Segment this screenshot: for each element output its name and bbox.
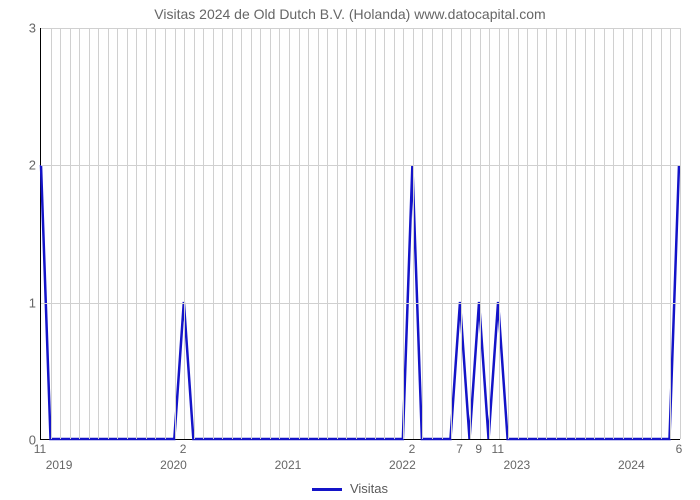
x-tick-year: 2022 — [389, 458, 416, 472]
gridline-vertical — [375, 28, 376, 439]
gridline-vertical — [489, 28, 490, 439]
gridline-vertical — [146, 28, 147, 439]
y-tick-label: 1 — [18, 295, 36, 310]
gridline-vertical — [604, 28, 605, 439]
gridline-vertical — [51, 28, 52, 439]
gridline-vertical — [442, 28, 443, 439]
gridline-vertical — [175, 28, 176, 439]
gridline-vertical — [184, 28, 185, 439]
gridline-vertical — [680, 28, 681, 439]
gridline-vertical — [537, 28, 538, 439]
chart-container: Visitas 2024 de Old Dutch B.V. (Holanda)… — [0, 0, 700, 500]
gridline-vertical — [203, 28, 204, 439]
gridline-vertical — [413, 28, 414, 439]
legend-swatch — [312, 488, 342, 491]
gridline-vertical — [527, 28, 528, 439]
gridline-vertical — [575, 28, 576, 439]
gridline-vertical — [337, 28, 338, 439]
legend: Visitas — [0, 481, 700, 496]
gridline-vertical — [566, 28, 567, 439]
gridline-vertical — [89, 28, 90, 439]
gridline-vertical — [260, 28, 261, 439]
gridline-vertical — [241, 28, 242, 439]
gridline-vertical — [98, 28, 99, 439]
gridline-vertical — [165, 28, 166, 439]
gridline-vertical — [279, 28, 280, 439]
gridline-vertical — [480, 28, 481, 439]
gridline-vertical — [642, 28, 643, 439]
gridline-vertical — [108, 28, 109, 439]
gridline-vertical — [365, 28, 366, 439]
x-tick-month: 7 — [456, 442, 463, 456]
gridline-vertical — [651, 28, 652, 439]
x-tick-month: 11 — [492, 442, 504, 456]
gridline-vertical — [403, 28, 404, 439]
gridline-vertical — [613, 28, 614, 439]
gridline-vertical — [308, 28, 309, 439]
gridline-vertical — [470, 28, 471, 439]
gridline-vertical — [155, 28, 156, 439]
x-tick-year: 2024 — [618, 458, 645, 472]
y-tick-label: 3 — [18, 21, 36, 36]
gridline-vertical — [508, 28, 509, 439]
gridline-vertical — [451, 28, 452, 439]
gridline-vertical — [546, 28, 547, 439]
gridline-vertical — [518, 28, 519, 439]
y-tick-label: 2 — [18, 158, 36, 173]
gridline-vertical — [318, 28, 319, 439]
gridline-vertical — [232, 28, 233, 439]
gridline-vertical — [499, 28, 500, 439]
legend-label: Visitas — [350, 481, 388, 496]
x-tick-month: 2 — [180, 442, 187, 456]
plot-area — [40, 28, 680, 440]
x-tick-year: 2021 — [275, 458, 302, 472]
gridline-vertical — [299, 28, 300, 439]
gridline-vertical — [289, 28, 290, 439]
gridline-vertical — [394, 28, 395, 439]
x-tick-year: 2023 — [504, 458, 531, 472]
x-tick-year: 2019 — [46, 458, 73, 472]
gridline-vertical — [127, 28, 128, 439]
x-tick-month: 9 — [475, 442, 482, 456]
gridline-vertical — [251, 28, 252, 439]
gridline-vertical — [585, 28, 586, 439]
gridline-vertical — [327, 28, 328, 439]
gridline-vertical — [70, 28, 71, 439]
x-tick-month: 6 — [676, 442, 683, 456]
gridline-vertical — [356, 28, 357, 439]
gridline-vertical — [79, 28, 80, 439]
gridline-vertical — [422, 28, 423, 439]
gridline-vertical — [594, 28, 595, 439]
gridline-vertical — [117, 28, 118, 439]
gridline-vertical — [661, 28, 662, 439]
x-tick-month: 2 — [409, 442, 416, 456]
x-tick-year: 2020 — [160, 458, 187, 472]
gridline-vertical — [346, 28, 347, 439]
gridline-vertical — [136, 28, 137, 439]
gridline-vertical — [623, 28, 624, 439]
gridline-vertical — [270, 28, 271, 439]
gridline-vertical — [632, 28, 633, 439]
gridline-vertical — [432, 28, 433, 439]
gridline-vertical — [222, 28, 223, 439]
x-tick-month: 11 — [34, 442, 46, 456]
chart-title: Visitas 2024 de Old Dutch B.V. (Holanda)… — [0, 6, 700, 22]
gridline-vertical — [670, 28, 671, 439]
gridline-vertical — [194, 28, 195, 439]
gridline-vertical — [461, 28, 462, 439]
gridline-vertical — [60, 28, 61, 439]
gridline-vertical — [213, 28, 214, 439]
gridline-vertical — [556, 28, 557, 439]
gridline-vertical — [384, 28, 385, 439]
